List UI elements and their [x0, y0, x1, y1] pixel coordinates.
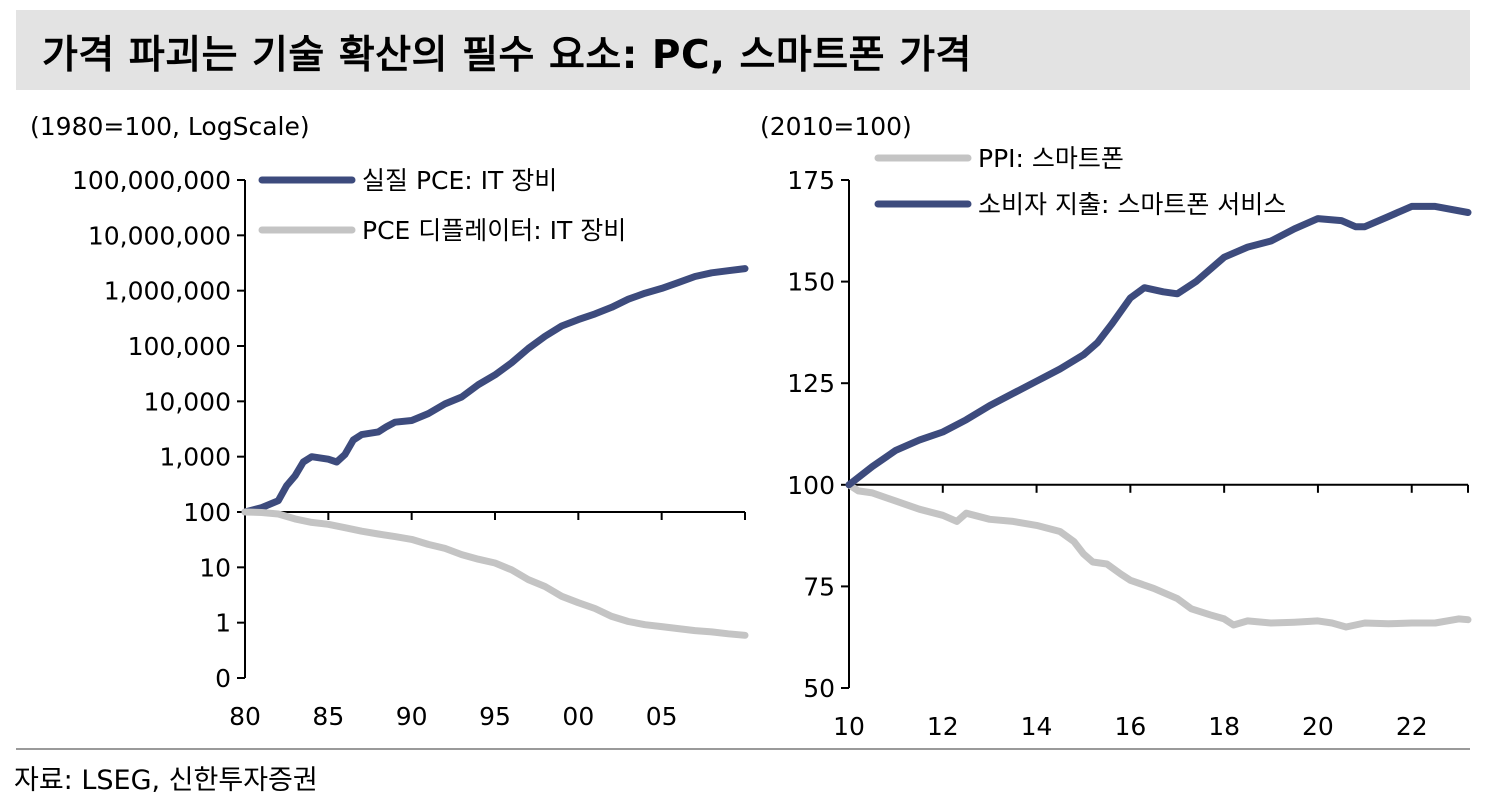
page-title: 가격 파괴는 기술 확산의 필수 요소: PC, 스마트폰 가격: [42, 33, 972, 78]
legend-label-2: PCE 디플레이터: IT 장비: [362, 216, 626, 245]
series-line-2: [241, 508, 749, 639]
y-tick-label: 0: [215, 664, 231, 693]
legend-label-1: 실질 PCE: IT 장비: [362, 166, 557, 195]
right-chart-unit-label: (2010=100): [760, 112, 912, 141]
x-tick-label: 12: [927, 712, 959, 741]
source-note: 자료: LSEG, 신한투자증권: [14, 765, 318, 796]
right-chart: 50 75 100 125 150 175 10 12 14 16 18 20 22 PPI: 스마트폰소…: [787, 144, 1472, 741]
y-tick-label: 100: [787, 471, 835, 500]
y-tick-label: 50: [803, 674, 835, 703]
source-divider: [16, 748, 1470, 750]
x-tick-label: 16: [1114, 712, 1146, 741]
y-tick-label: 100: [183, 498, 231, 527]
y-tick-label: 175: [787, 166, 835, 195]
left-chart: 0 1 10 100 1,000 10,000 100,000 1,000,000 10,000…: [72, 166, 749, 731]
x-tick-label: 05: [646, 702, 678, 731]
y-tick-label: 10: [199, 553, 231, 582]
y-tick-label: 75: [803, 572, 835, 601]
y-tick-label: 100,000: [128, 332, 231, 361]
x-tick-label: 22: [1396, 712, 1428, 741]
x-tick-label: 80: [229, 702, 261, 731]
y-tick-label: 125: [787, 369, 835, 398]
legend-label-2: 소비자 지출: 스마트폰 서비스: [978, 190, 1286, 219]
x-tick-label: 85: [312, 702, 344, 731]
x-tick-label: 90: [396, 702, 428, 731]
x-tick-label: 18: [1208, 712, 1240, 741]
y-tick-label: 10,000: [144, 387, 231, 416]
x-tick-label: 95: [479, 702, 511, 731]
y-tick-label: 1: [215, 609, 231, 638]
x-tick-label: 00: [562, 702, 594, 731]
title-bar: 가격 파괴는 기술 확산의 필수 요소: PC, 스마트폰 가격: [16, 10, 1470, 90]
y-tick-label: 1,000: [159, 443, 231, 472]
series-line-1: [845, 481, 1472, 631]
y-tick-label: 100,000,000: [72, 166, 231, 195]
y-tick-label: 1,000,000: [104, 277, 231, 306]
left-chart-unit-label: (1980=100, LogScale): [30, 112, 310, 141]
legend-label-1: PPI: 스마트폰: [978, 144, 1124, 173]
x-tick-label: 14: [1021, 712, 1053, 741]
series-line-2: [845, 202, 1472, 489]
series-line-1: [241, 265, 749, 516]
y-tick-label: 150: [787, 268, 835, 297]
y-tick-label: 10,000,000: [88, 221, 231, 250]
x-tick-label: 20: [1302, 712, 1334, 741]
x-tick-label: 10: [833, 712, 865, 741]
